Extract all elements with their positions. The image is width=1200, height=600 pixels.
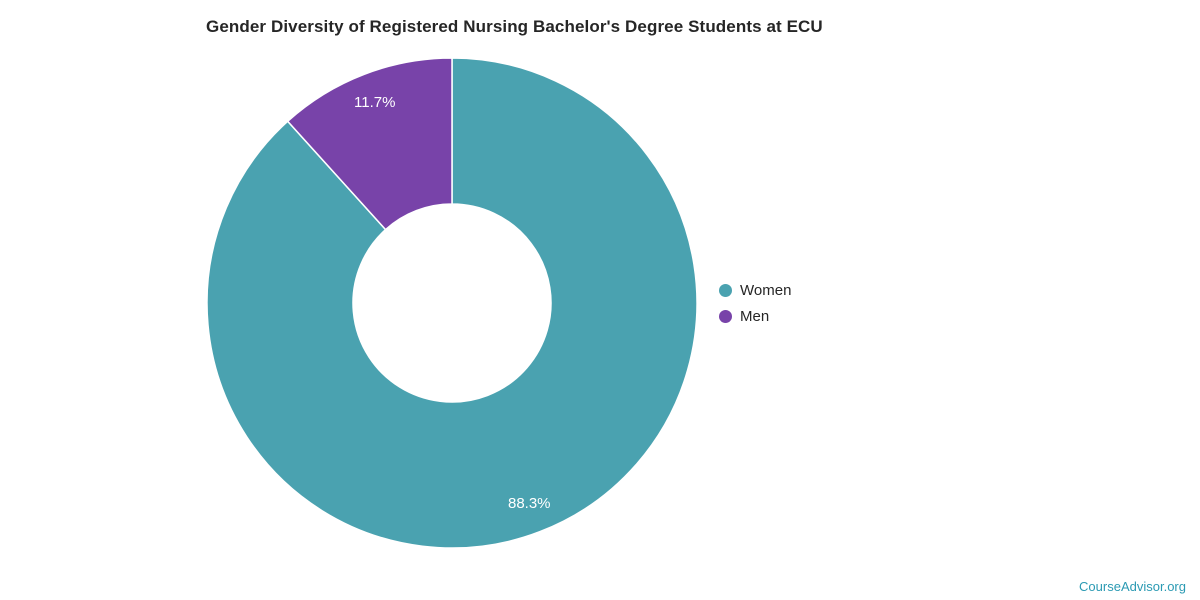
chart-title: Gender Diversity of Registered Nursing B… <box>206 17 823 36</box>
slice-women <box>206 57 698 549</box>
legend-swatch-men-icon <box>719 309 732 323</box>
legend: Women Men <box>719 277 791 329</box>
legend-item-women: Women <box>719 277 791 303</box>
legend-label-men: Men <box>740 307 770 325</box>
slice-label-women: 88.3% <box>508 495 551 512</box>
slice-label-men: 11.7% <box>354 94 395 111</box>
legend-swatch-women-icon <box>719 283 732 297</box>
slice-men <box>286 57 453 231</box>
legend-item-men: Men <box>719 303 791 329</box>
legend-label-women: Women <box>740 281 792 299</box>
source-link[interactable]: CourseAdvisor.org <box>1079 579 1186 594</box>
